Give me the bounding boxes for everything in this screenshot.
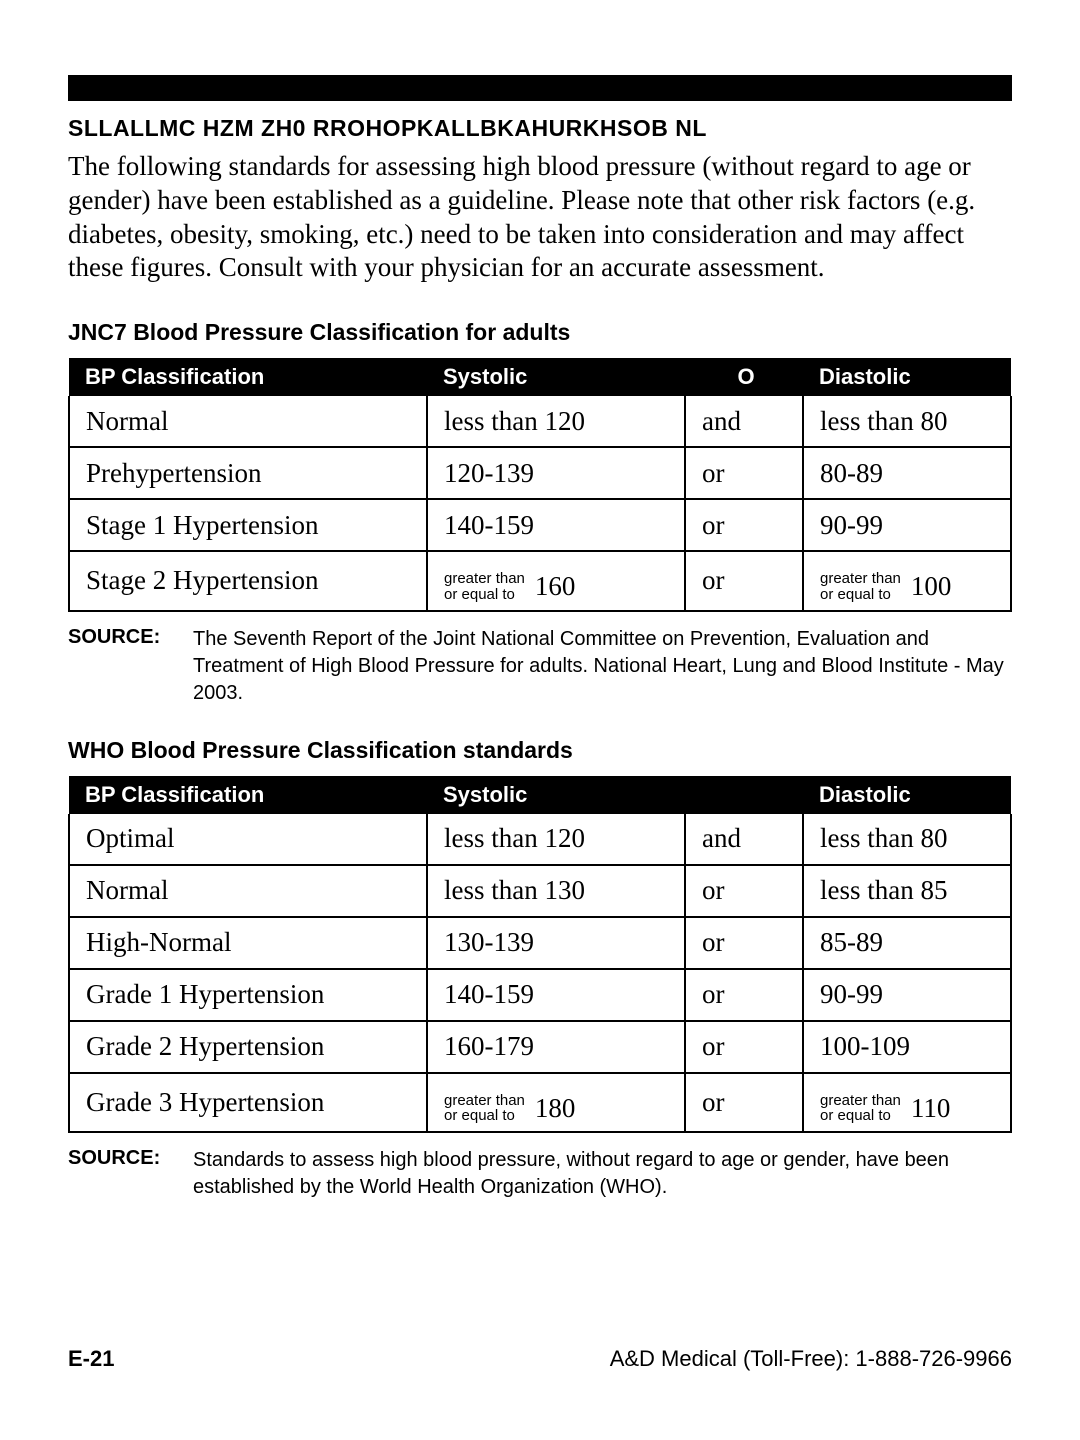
- cell-sys: 120-139: [427, 447, 685, 499]
- table-row: Optimal less than 120 and less than 80: [69, 814, 1011, 865]
- source-text: The Seventh Report of the Joint National…: [193, 626, 1012, 707]
- cell-sys: 160-179: [427, 1021, 685, 1073]
- document-page: SLLALLMC HZM ZH0 RROHOPKALLBKAHURKHSOB N…: [0, 0, 1080, 1440]
- ge-label: greater thanor equal to: [444, 571, 525, 603]
- cell-dia: 90-99: [803, 969, 1011, 1021]
- cell-conj: or: [685, 1021, 803, 1073]
- cell-type: Grade 1 Hypertension: [69, 969, 427, 1021]
- cell-sys: less than 130: [427, 865, 685, 917]
- col-systolic: Systolic: [427, 358, 685, 396]
- col-diastolic: Diastolic: [803, 358, 1011, 396]
- cell-type: Stage 2 Hypertension: [69, 551, 427, 611]
- table-row: Grade 1 Hypertension 140-159 or 90-99: [69, 969, 1011, 1021]
- cell-conj: or: [685, 447, 803, 499]
- cell-dia: less than 85: [803, 865, 1011, 917]
- cell-conj: or: [685, 1073, 803, 1133]
- table-row: Grade 3 Hypertension greater thanor equa…: [69, 1073, 1011, 1133]
- table-row: Normal less than 120 and less than 80: [69, 396, 1011, 447]
- intro-paragraph: The following standards for assessing hi…: [68, 150, 1012, 285]
- jnc-heading: JNC7 Blood Pressure Classification for a…: [68, 319, 1012, 346]
- ge-label: greater thanor equal to: [820, 1093, 901, 1125]
- cell-type: Grade 2 Hypertension: [69, 1021, 427, 1073]
- col-conj: [685, 776, 803, 814]
- ge-value: 110: [911, 1093, 951, 1124]
- cell-sys: greater thanor equal to 160: [427, 551, 685, 611]
- source-label: SOURCE:: [68, 626, 193, 707]
- footer-contact: A&D Medical (Toll-Free): 1-888-726-9966: [610, 1346, 1012, 1372]
- col-conj: O: [685, 358, 803, 396]
- cell-type: Normal: [69, 865, 427, 917]
- table-row: Prehypertension 120-139 or 80-89: [69, 447, 1011, 499]
- ge-value: 180: [535, 1093, 576, 1124]
- cell-conj: or: [685, 865, 803, 917]
- ge-value: 160: [535, 571, 576, 602]
- cell-sys: less than 120: [427, 396, 685, 447]
- section-title: SLLALLMC HZM ZH0 RROHOPKALLBKAHURKHSOB N…: [68, 115, 1012, 142]
- cell-type: Stage 1 Hypertension: [69, 499, 427, 551]
- page-footer: E-21 A&D Medical (Toll-Free): 1-888-726-…: [68, 1346, 1012, 1372]
- table-row: Stage 1 Hypertension 140-159 or 90-99: [69, 499, 1011, 551]
- cell-type: Prehypertension: [69, 447, 427, 499]
- col-type: BP Classification: [69, 358, 427, 396]
- table-row: Normal less than 130 or less than 85: [69, 865, 1011, 917]
- cell-dia: 85-89: [803, 917, 1011, 969]
- who-source: SOURCE: Standards to assess high blood p…: [68, 1147, 1012, 1201]
- cell-type: Grade 3 Hypertension: [69, 1073, 427, 1133]
- table-row: Grade 2 Hypertension 160-179 or 100-109: [69, 1021, 1011, 1073]
- cell-dia: 80-89: [803, 447, 1011, 499]
- cell-dia: less than 80: [803, 814, 1011, 865]
- cell-dia: 100-109: [803, 1021, 1011, 1073]
- cell-sys: 140-159: [427, 499, 685, 551]
- ge-label: greater thanor equal to: [444, 1093, 525, 1125]
- cell-dia: greater thanor equal to 110: [803, 1073, 1011, 1133]
- top-divider-bar: [68, 75, 1012, 101]
- table-row: High-Normal 130-139 or 85-89: [69, 917, 1011, 969]
- table-header-row: BP Classification Systolic O Diastolic: [69, 358, 1011, 396]
- col-systolic: Systolic: [427, 776, 685, 814]
- cell-conj: and: [685, 814, 803, 865]
- cell-dia: less than 80: [803, 396, 1011, 447]
- cell-conj: or: [685, 917, 803, 969]
- col-type: BP Classification: [69, 776, 427, 814]
- who-heading: WHO Blood Pressure Classification standa…: [68, 737, 1012, 764]
- cell-type: High-Normal: [69, 917, 427, 969]
- cell-conj: or: [685, 551, 803, 611]
- jnc-table: BP Classification Systolic O Diastolic N…: [68, 358, 1012, 612]
- source-text: Standards to assess high blood pressure,…: [193, 1147, 1012, 1201]
- who-table: BP Classification Systolic Diastolic Opt…: [68, 776, 1012, 1134]
- cell-sys: 130-139: [427, 917, 685, 969]
- cell-dia: 90-99: [803, 499, 1011, 551]
- cell-conj: and: [685, 396, 803, 447]
- ge-value: 100: [911, 571, 952, 602]
- cell-type: Normal: [69, 396, 427, 447]
- cell-sys: less than 120: [427, 814, 685, 865]
- jnc-source: SOURCE: The Seventh Report of the Joint …: [68, 626, 1012, 707]
- table-row: Stage 2 Hypertension greater thanor equa…: [69, 551, 1011, 611]
- cell-conj: or: [685, 969, 803, 1021]
- table-header-row: BP Classification Systolic Diastolic: [69, 776, 1011, 814]
- page-number: E-21: [68, 1346, 114, 1372]
- cell-conj: or: [685, 499, 803, 551]
- cell-dia: greater thanor equal to 100: [803, 551, 1011, 611]
- col-diastolic: Diastolic: [803, 776, 1011, 814]
- cell-type: Optimal: [69, 814, 427, 865]
- cell-sys: greater thanor equal to 180: [427, 1073, 685, 1133]
- ge-label: greater thanor equal to: [820, 571, 901, 603]
- source-label: SOURCE:: [68, 1147, 193, 1201]
- cell-sys: 140-159: [427, 969, 685, 1021]
